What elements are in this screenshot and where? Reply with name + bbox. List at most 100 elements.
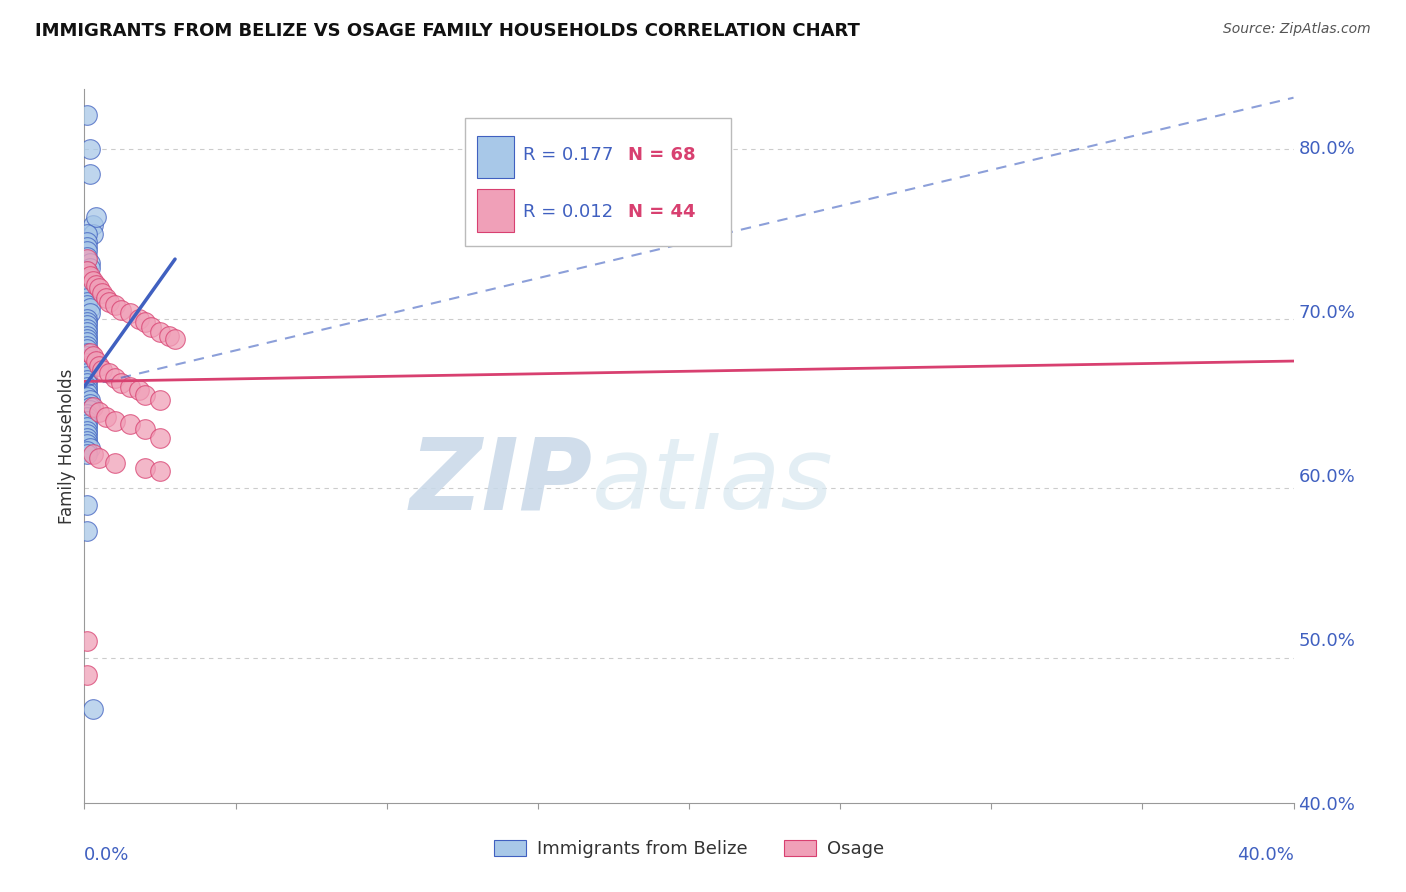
Point: [82, 702, 104, 716]
Point: [79, 167, 101, 181]
Text: R = 0.177: R = 0.177: [523, 146, 613, 164]
FancyBboxPatch shape: [478, 189, 513, 232]
Point: [89, 405, 111, 419]
Point: [134, 422, 156, 436]
Point: [97, 366, 120, 380]
Text: ZIP: ZIP: [409, 434, 592, 530]
Point: [76, 524, 98, 538]
Text: N = 44: N = 44: [628, 203, 696, 221]
Point: [82, 400, 104, 414]
Point: [76, 390, 98, 404]
Point: [76, 240, 98, 254]
Point: [76, 294, 98, 309]
Point: [149, 325, 172, 339]
Point: [165, 332, 187, 346]
Text: atlas: atlas: [592, 434, 834, 530]
Text: IMMIGRANTS FROM BELIZE VS OSAGE FAMILY HOUSEHOLDS CORRELATION CHART: IMMIGRANTS FROM BELIZE VS OSAGE FAMILY H…: [35, 22, 860, 40]
Point: [76, 298, 98, 312]
Point: [79, 400, 101, 414]
Point: [76, 373, 98, 387]
Point: [134, 315, 156, 329]
Point: [76, 352, 98, 367]
Y-axis label: Family Households: Family Households: [58, 368, 76, 524]
Text: R = 0.012: R = 0.012: [523, 203, 613, 221]
Point: [76, 362, 98, 376]
Point: [76, 366, 98, 380]
Point: [82, 218, 104, 232]
Point: [79, 301, 101, 316]
Point: [76, 264, 98, 278]
Point: [91, 286, 114, 301]
Point: [149, 430, 172, 444]
Point: [76, 359, 98, 373]
Point: [76, 286, 98, 301]
Point: [157, 328, 180, 343]
Point: [76, 413, 98, 427]
Point: [76, 386, 98, 401]
Point: [79, 269, 101, 284]
Point: [134, 461, 156, 475]
Point: [76, 634, 98, 648]
Point: [76, 264, 98, 278]
Point: [76, 434, 98, 448]
Point: [79, 306, 101, 320]
Point: [76, 244, 98, 258]
Point: [76, 339, 98, 353]
Legend: Immigrants from Belize, Osage: Immigrants from Belize, Osage: [486, 832, 891, 865]
Point: [76, 437, 98, 451]
Point: [86, 354, 108, 368]
Point: [79, 345, 101, 359]
Point: [79, 255, 101, 269]
Point: [76, 417, 98, 431]
Point: [76, 342, 98, 356]
Point: [110, 303, 132, 318]
Point: [79, 260, 101, 275]
Point: [76, 383, 98, 397]
Point: [94, 410, 117, 425]
Point: [86, 277, 108, 292]
Point: [128, 311, 150, 326]
Point: [94, 291, 117, 305]
Point: [76, 108, 98, 122]
Point: [76, 235, 98, 249]
Point: [76, 448, 98, 462]
Point: [76, 668, 98, 682]
Point: [76, 332, 98, 346]
Point: [76, 311, 98, 326]
Point: [76, 315, 98, 329]
FancyBboxPatch shape: [478, 136, 513, 178]
Point: [76, 410, 98, 425]
Point: [110, 376, 132, 391]
Point: [76, 427, 98, 442]
Point: [139, 320, 162, 334]
Point: [149, 465, 172, 479]
Point: [89, 450, 111, 465]
Point: [79, 403, 101, 417]
Point: [76, 281, 98, 295]
Point: [79, 396, 101, 410]
Point: [104, 413, 127, 427]
Point: [118, 306, 141, 320]
Point: [86, 210, 108, 224]
Point: [97, 294, 120, 309]
Point: [82, 274, 104, 288]
Point: [149, 393, 172, 408]
Text: 40.0%: 40.0%: [1237, 846, 1294, 863]
Point: [134, 388, 156, 402]
Point: [89, 281, 111, 295]
Point: [76, 444, 98, 458]
Point: [79, 393, 101, 408]
Point: [91, 362, 114, 376]
FancyBboxPatch shape: [465, 118, 731, 246]
Point: [79, 441, 101, 455]
Text: N = 68: N = 68: [628, 146, 696, 164]
Point: [76, 335, 98, 350]
Text: Source: ZipAtlas.com: Source: ZipAtlas.com: [1223, 22, 1371, 37]
Point: [82, 448, 104, 462]
Point: [76, 322, 98, 336]
Point: [76, 349, 98, 363]
Point: [76, 499, 98, 513]
Point: [76, 407, 98, 421]
Point: [76, 424, 98, 438]
Point: [79, 142, 101, 156]
